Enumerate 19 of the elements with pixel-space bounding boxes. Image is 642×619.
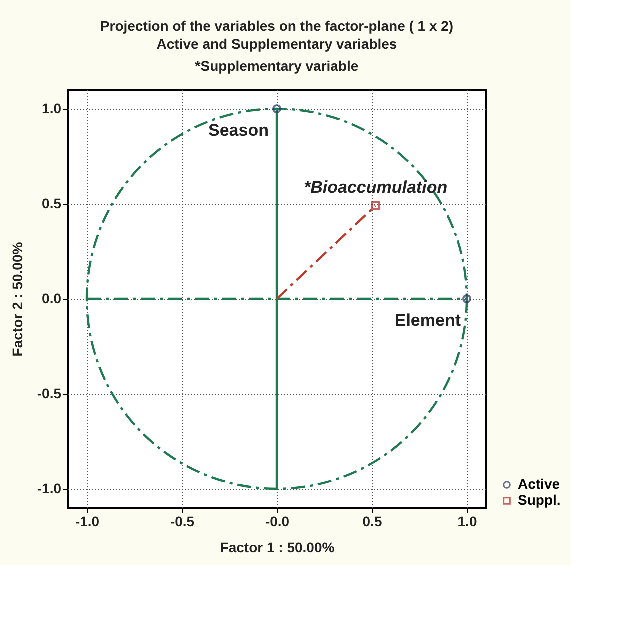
annotation: Season [208,121,269,140]
x-tick-label: -0.5 [170,514,195,530]
x-tick-label: -1.0 [75,514,100,530]
y-axis-title: Factor 2 : 50.00% [9,242,26,357]
x-tick-label: 1.0 [458,514,478,530]
x-tick-label: 0.5 [362,514,382,530]
chart-subtitle: Active and Supplementary variables *Supplementary variable [156,36,398,74]
legend-label: Active [518,476,560,492]
x-axis-title: Factor 1 : 50.00% [220,540,336,556]
annotation: *Bioaccumulation [304,178,448,197]
chart-title: Projection of the variables on the factor-plane ( 1 x 2) [100,18,454,34]
y-tick-label: -0.5 [37,386,62,402]
y-tick-label: -1.0 [37,480,62,496]
annotation: Element [394,311,462,330]
legend-label: Suppl. [518,492,561,508]
y-tick-label: 0.0 [42,290,62,306]
y-tick-label: 0.5 [42,196,62,212]
y-tick-label: 1.0 [42,100,62,116]
x-tick-label: -0.0 [265,514,290,530]
